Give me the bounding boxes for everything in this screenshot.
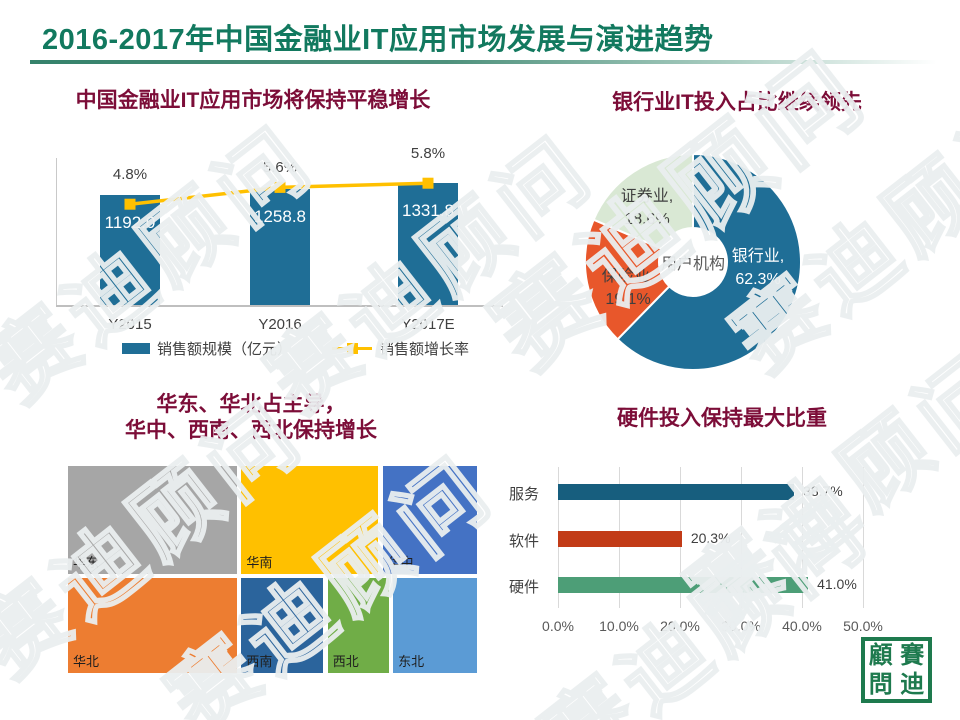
donut-svg xyxy=(584,152,802,371)
title-divider xyxy=(30,60,955,64)
donut-chart: 证券业, 18.6% 保险业, 19.1% 银行业, 62.3% 用户机构 xyxy=(583,152,803,372)
x-axis-line xyxy=(56,305,503,307)
treemap-cell-label: 西南 xyxy=(246,653,273,669)
treemap-cell-华中: 华中 xyxy=(382,466,477,575)
donut-chart-title: 银行业IT投入占比继续领先 xyxy=(612,91,862,114)
hbar-chart-title: 硬件投入保持最大比重 xyxy=(617,407,827,430)
x-tick-label: 10.0% xyxy=(599,618,639,634)
x-tick-label: 50.0% xyxy=(843,618,883,634)
bar-value-label: 1258.8 xyxy=(254,207,306,227)
legend-item-growth: 销售额增长率 xyxy=(332,338,469,359)
treemap-cell-东北: 东北 xyxy=(393,578,477,673)
gridline xyxy=(863,467,864,608)
treemap-cell-label: 西北 xyxy=(332,653,359,669)
seal-char: 賽 xyxy=(900,642,925,669)
bar-硬件 xyxy=(558,577,809,593)
page-title: 2016-2017年中国金融业IT应用市场发展与演进趋势 xyxy=(42,24,714,56)
treemap-cell-label: 东北 xyxy=(398,653,425,669)
treemap-cell-西南: 西南 xyxy=(241,578,324,673)
value-label: 41.0% xyxy=(817,576,857,592)
treemap-title-line2: 华中、西南、西北保持增长 xyxy=(125,419,377,442)
gridline xyxy=(741,467,742,608)
x-tick-label: 20.0% xyxy=(660,618,700,634)
bar-软件 xyxy=(558,530,682,547)
category-label-服务: 服务 xyxy=(509,486,540,503)
x-axis-label: Y2016 xyxy=(258,316,302,333)
bar-value-label: 1192.0 xyxy=(104,213,156,233)
hbar-plot: 0.0% 10.0% 20.0% 30.0% 40.0% 50.0% 服务 38.7% 软件 20… xyxy=(505,465,955,643)
growth-rate-label: 5.8% xyxy=(410,145,446,163)
line-legend-swatch xyxy=(332,343,372,354)
gridline xyxy=(802,467,803,608)
category-label-软件: 软件 xyxy=(509,532,540,550)
treemap-title: 华东、华北占主导， 华中、西南、西北保持增长 xyxy=(16,392,486,444)
donut-slice-保险业 xyxy=(584,218,671,341)
bar-Y2015 xyxy=(100,195,160,305)
donut-label-securities: 证券业, 18.6% xyxy=(620,188,674,228)
combo-plot: 1192.0 Y2015 4.8% 1258.8 Y2016 5.6% 1331.8 Y201… xyxy=(40,130,510,365)
combo-legend: 销售额规模（亿元） 销售额增长率 xyxy=(40,338,510,360)
company-seal-logo: 顧 賽 問 迪 xyxy=(861,637,932,703)
combo-chart-title: 中国金融业IT应用市场将保持平稳增长 xyxy=(75,89,431,112)
x-tick-label: 30.0% xyxy=(721,618,761,634)
donut-slice-银行业 xyxy=(616,152,802,371)
treemap-cell-华北: 华北 xyxy=(68,578,237,673)
seal-char: 迪 xyxy=(900,671,925,698)
treemap-cell-西北: 西北 xyxy=(327,578,389,673)
x-tick-label: 40.0% xyxy=(782,618,822,634)
donut-label-insurance: 保险业, 19.1% xyxy=(601,268,655,308)
treemap-cell-label: 华南 xyxy=(246,555,273,571)
treemap-cell-label: 华中 xyxy=(387,555,414,571)
bar-legend-swatch xyxy=(122,343,150,354)
x-axis-label: Y2015 xyxy=(108,316,152,333)
bar-服务 xyxy=(558,484,795,500)
growth-rate-label: 5.6% xyxy=(262,159,298,177)
x-tick-label: 0.0% xyxy=(542,618,574,634)
legend-label-growth: 销售额增长率 xyxy=(379,341,470,358)
treemap-cell-label: 华东 xyxy=(73,555,100,571)
donut-center-label: 用户机构 xyxy=(660,256,725,273)
treemap-cell-华南: 华南 xyxy=(241,466,379,575)
y-axis-line xyxy=(56,158,57,305)
seal-char: 顧 xyxy=(868,642,893,669)
treemap-cell-label: 华北 xyxy=(73,653,100,669)
legend-item-sales: 销售额规模（亿元） xyxy=(122,338,292,359)
value-label: 38.7% xyxy=(803,483,843,499)
growth-rate-label: 4.8% xyxy=(112,166,148,184)
bar-Y2016 xyxy=(250,189,310,305)
x-axis-label: Y2017E xyxy=(401,316,455,333)
legend-label-sales: 销售额规模（亿元） xyxy=(157,341,293,358)
bar-value-label: 1331.8 xyxy=(402,200,454,220)
treemap-chart: 华东 华南 华中华北 西南 西北 东北 xyxy=(68,466,477,673)
value-label: 20.3% xyxy=(690,529,731,546)
donut-label-banking: 银行业, 62.3% xyxy=(731,248,785,288)
donut-slice-证券业 xyxy=(592,152,694,251)
seal-char: 問 xyxy=(868,671,893,698)
treemap-title-line1: 华东、华北占主导， xyxy=(156,393,346,416)
category-label-硬件: 硬件 xyxy=(509,579,540,596)
treemap-cell-华东: 华东 xyxy=(68,466,237,575)
